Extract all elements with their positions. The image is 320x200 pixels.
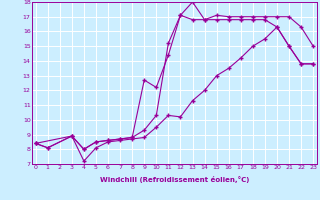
X-axis label: Windchill (Refroidissement éolien,°C): Windchill (Refroidissement éolien,°C) [100,176,249,183]
